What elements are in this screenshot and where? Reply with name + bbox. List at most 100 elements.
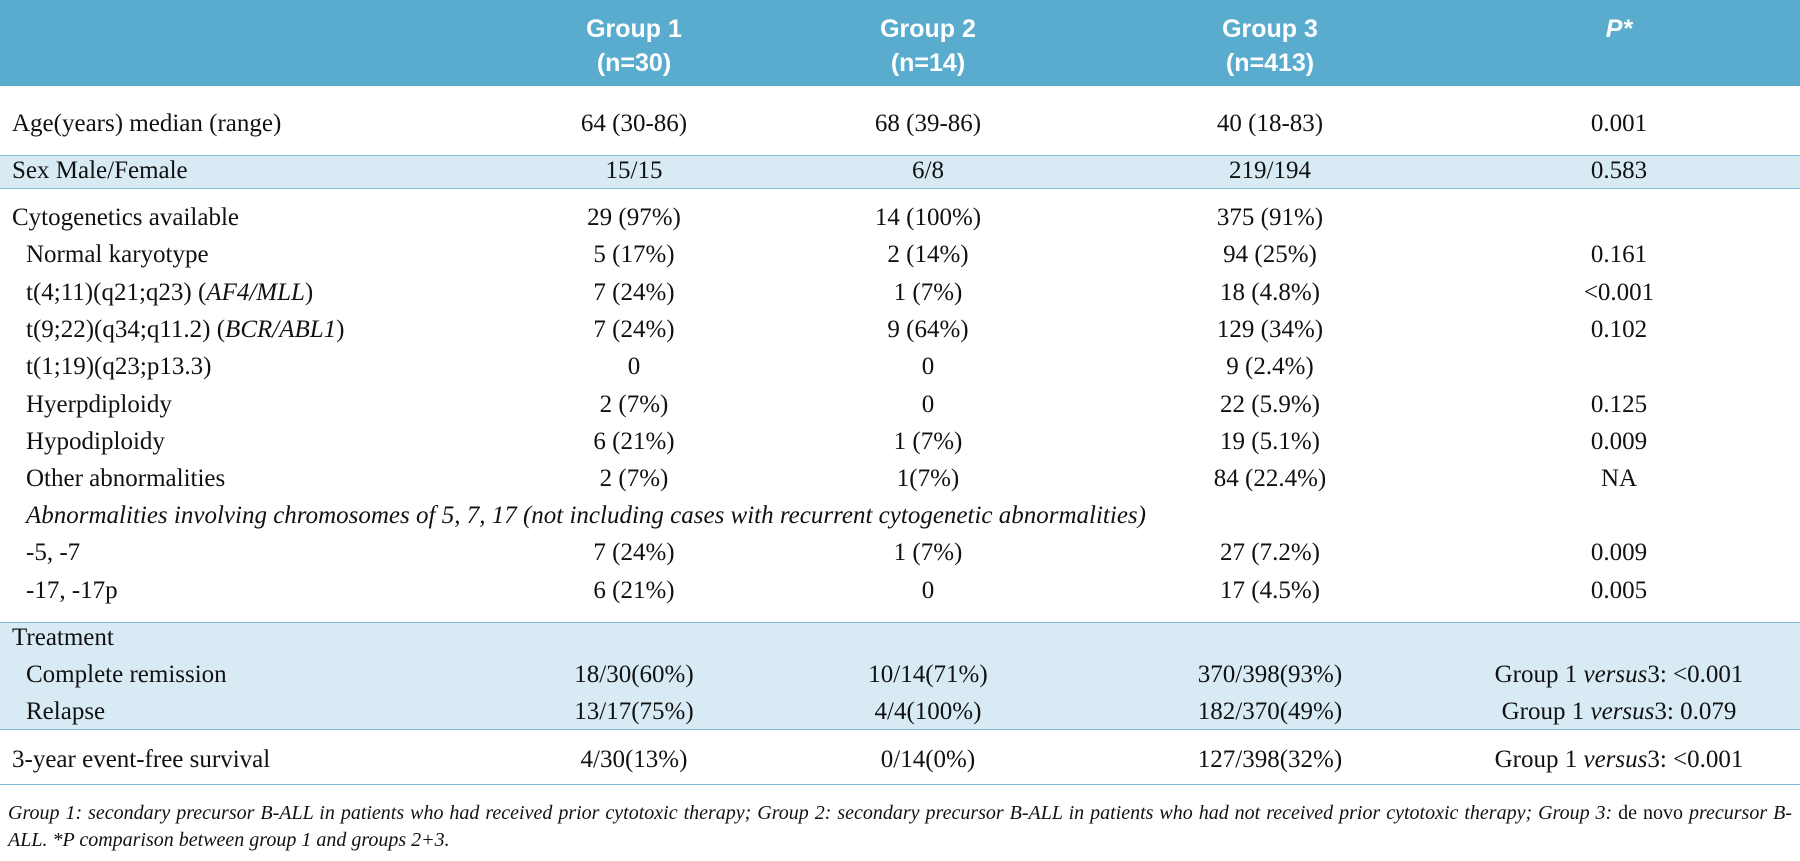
cell-value: 14 (100%) [874, 204, 982, 231]
column-header-n: (n=413) [1225, 49, 1315, 77]
cell-value: 0.005 [1590, 577, 1648, 604]
cell-value: 0 [921, 391, 935, 418]
column-header: Group 1 [586, 15, 682, 43]
shaded-band [0, 155, 1800, 189]
cell-value: 0.161 [1590, 241, 1648, 268]
cell-value: 10/14(71%) [868, 661, 988, 688]
text-segment: t(4;11)(q21;q23) ( [26, 279, 207, 306]
cell-value: 1 (7%) [893, 279, 963, 306]
row-label: Hypodiploidy [26, 428, 165, 455]
text-segment: Group 1 [1501, 698, 1591, 725]
cell-value: Group 1 versus3: <0.001 [1439, 745, 1799, 775]
text-segment: ) [304, 279, 314, 306]
cell-value: 40 (18-83) [1216, 110, 1324, 137]
bottom-rule [0, 784, 1800, 785]
row-label: -17, -17p [26, 577, 118, 604]
text-segment: 3: 0.079 [1654, 698, 1737, 725]
text-segment: 3: <0.001 [1647, 746, 1744, 773]
cell-value: 1 (7%) [893, 539, 963, 566]
footnote: Group 1: secondary precursor B-ALL in pa… [8, 800, 1792, 854]
cell-value: 19 (5.1%) [1220, 428, 1320, 455]
cell-value: 0.001 [1590, 110, 1648, 137]
cell-value: 7 (24%) [593, 539, 675, 566]
cell-value: 27 (7.2%) [1220, 539, 1320, 566]
cell-value: 29 (97%) [587, 204, 681, 231]
cell-value: 375 (91%) [1216, 204, 1324, 231]
cell-value: 219/194 [1229, 157, 1311, 184]
row-label: 3-year event-free survival [12, 746, 271, 773]
cell-value: 6 (21%) [593, 428, 675, 455]
cell-value: 4/30(13%) [580, 746, 688, 773]
cell-value: 5 (17%) [593, 241, 675, 268]
text-segment: t(9;22)(q34;q11.2) ( [26, 316, 226, 343]
cell-value: 2 (14%) [887, 241, 969, 268]
cell-value: 0/14(0%) [880, 746, 976, 773]
cell-value: 94 (25%) [1223, 241, 1317, 268]
text-segment: Group 1: secondary precursor B-ALL in pa… [8, 802, 1619, 824]
row-label: Treatment [12, 624, 114, 651]
cell-value: 6/8 [912, 157, 944, 184]
cell-value: 68 (39-86) [874, 110, 982, 137]
cell-value: 64 (30-86) [580, 110, 688, 137]
cell-value: 6 (21%) [593, 577, 675, 604]
cell-value: 129 (34%) [1216, 316, 1324, 343]
cell-value: 4/4(100%) [874, 698, 982, 725]
text-segment: Group 1 [1494, 661, 1584, 688]
cell-value: 370/398(93%) [1197, 661, 1343, 688]
cell-value: 0 [921, 353, 935, 380]
cell-value: <0.001 [1583, 279, 1655, 306]
text-segment: de novo [1618, 802, 1684, 824]
row-label: t(4;11)(q21;q23) (AF4/MLL) [26, 278, 313, 308]
text-segment: versus [1590, 698, 1655, 725]
header-band [0, 0, 1800, 86]
row-label: Cytogenetics available [12, 204, 240, 231]
cell-value: 0.009 [1590, 539, 1648, 566]
cell-value: Group 1 versus3: 0.079 [1439, 697, 1799, 727]
text-segment: precursor B-ALL. *P comparison between g… [8, 802, 1792, 851]
cell-value: 0 [627, 353, 641, 380]
shaded-band [0, 622, 1800, 730]
cell-value: 18 (4.8%) [1220, 279, 1320, 306]
column-header: Group 2 [880, 15, 976, 43]
cell-value: 2 (7%) [599, 465, 669, 492]
cell-value: 1(7%) [896, 465, 960, 492]
text-segment: AF4/MLL [206, 279, 305, 306]
text-segment: BCR/ABL1 [225, 316, 337, 343]
cell-value: Group 1 versus3: <0.001 [1439, 660, 1799, 690]
text-segment: 3: <0.001 [1647, 661, 1744, 688]
cell-value: 22 (5.9%) [1220, 391, 1320, 418]
row-label: Complete remission [26, 661, 227, 688]
column-header-n: (n=14) [890, 49, 966, 77]
column-header: P* [1605, 15, 1633, 43]
cell-value: 127/398(32%) [1197, 746, 1343, 773]
row-label: Other abnormalities [26, 465, 226, 492]
row-label: t(1;19)(q23;p13.3) [26, 353, 212, 380]
cell-value: 0 [921, 577, 935, 604]
cell-value: 182/370(49%) [1197, 698, 1343, 725]
cell-value: 0.102 [1590, 316, 1648, 343]
cell-value: 17 (4.5%) [1220, 577, 1320, 604]
row-label: t(9;22)(q34;q11.2) (BCR/ABL1) [26, 315, 344, 345]
cell-value: 1 (7%) [893, 428, 963, 455]
cell-value: 7 (24%) [593, 279, 675, 306]
row-label: Abnormalities involving chromosomes of 5… [26, 502, 1146, 529]
cell-value: NA [1600, 465, 1638, 492]
row-label: Relapse [26, 698, 106, 725]
cell-value: 15/15 [605, 157, 663, 184]
row-label: Hyerpdiploidy [26, 391, 172, 418]
row-label: -5, -7 [26, 539, 81, 566]
row-label: Sex Male/Female [12, 157, 188, 184]
cell-value: 84 (22.4%) [1213, 465, 1327, 492]
row-label: Normal karyotype [26, 241, 209, 268]
text-segment: ) [336, 316, 345, 343]
cell-value: 9 (2.4%) [1226, 353, 1314, 380]
cell-value: 7 (24%) [593, 316, 675, 343]
cell-value: 2 (7%) [599, 391, 669, 418]
cell-value: 9 (64%) [887, 316, 969, 343]
cell-value: 13/17(75%) [574, 698, 694, 725]
text-segment: versus [1583, 661, 1648, 688]
cell-value: 0.009 [1590, 428, 1648, 455]
cell-value: 0.583 [1590, 157, 1648, 184]
text-segment: versus [1583, 746, 1648, 773]
